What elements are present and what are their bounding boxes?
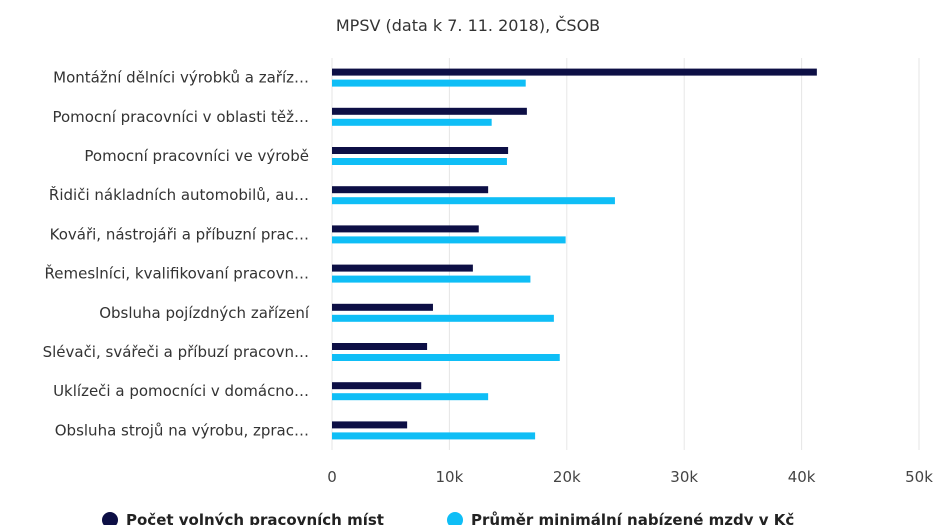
bar-vacancies[interactable]: [332, 225, 479, 233]
category-label: Montážní dělníci výrobků a zaříz…: [53, 69, 309, 87]
category-label: Slévači, svářeči a příbuzí pracovn…: [43, 343, 309, 361]
bar-min-wage[interactable]: [332, 432, 536, 440]
category-label: Pomocní pracovníci v oblasti těž…: [52, 108, 309, 126]
x-tick-label: 0: [327, 468, 337, 486]
legend[interactable]: Počet volných pracovních míst Průměr mini…: [102, 511, 794, 525]
x-tick-label: 50k: [905, 468, 933, 486]
x-tick-label: 30k: [670, 468, 698, 486]
bar-vacancies[interactable]: [332, 186, 489, 194]
category-label: Uklízeči a pomocníci v domácno…: [53, 382, 309, 400]
x-axis-tick-labels: 0 10k 20k 30k 40k 50k: [327, 468, 933, 486]
chart-title: MPSV (data k 7. 11. 2018), ČSOB: [336, 16, 600, 35]
bars: [332, 68, 817, 440]
category-label: Obsluha pojízdných zařízení: [99, 304, 310, 322]
bar-min-wage[interactable]: [332, 354, 560, 361]
bar-vacancies[interactable]: [332, 421, 408, 429]
bar-vacancies[interactable]: [332, 147, 509, 154]
category-label: Řemeslníci, kvalifikovaní pracovn…: [45, 264, 310, 283]
x-tick-label: 10k: [436, 468, 464, 486]
legend-marker[interactable]: [447, 512, 463, 525]
legend-label[interactable]: Počet volných pracovních míst: [126, 511, 384, 525]
grid-lines: [331, 58, 920, 450]
category-label: Obsluha strojů na výrobu, zprac…: [55, 421, 309, 439]
bar-min-wage[interactable]: [332, 158, 507, 165]
legend-label[interactable]: Průměr minimální nabízené mzdy v Kč: [471, 511, 794, 525]
category-labels: Montážní dělníci výrobků a zaříz… Pomocní…: [43, 69, 310, 440]
bar-min-wage[interactable]: [332, 118, 492, 126]
x-tick-label: 40k: [788, 468, 816, 486]
category-label: Řidiči nákladních automobilů, au…: [49, 185, 309, 204]
bar-min-wage[interactable]: [332, 393, 489, 401]
category-label: Pomocní pracovníci ve výrobě: [84, 147, 309, 165]
bar-vacancies[interactable]: [332, 303, 433, 311]
bar-min-wage[interactable]: [332, 236, 566, 244]
bar-min-wage[interactable]: [332, 79, 526, 87]
bar-vacancies[interactable]: [332, 68, 817, 76]
bar-min-wage[interactable]: [332, 314, 554, 322]
x-tick-label: 20k: [553, 468, 581, 486]
bar-min-wage[interactable]: [332, 197, 615, 205]
legend-marker[interactable]: [102, 512, 118, 525]
bar-vacancies[interactable]: [332, 382, 422, 390]
bar-vacancies[interactable]: [332, 107, 527, 115]
category-label: Kováři, nástrojáři a příbuzní prac…: [50, 225, 309, 243]
bar-vacancies[interactable]: [332, 264, 473, 272]
bar-min-wage[interactable]: [332, 275, 531, 283]
bar-vacancies[interactable]: [332, 343, 428, 350]
